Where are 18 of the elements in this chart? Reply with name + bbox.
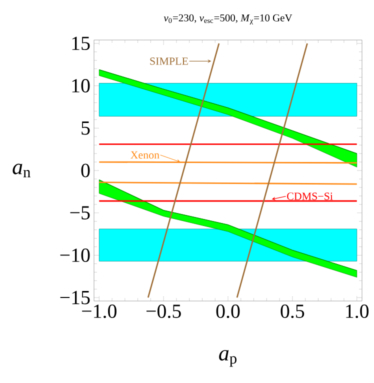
x-tick-label: −1.0 xyxy=(82,304,116,318)
x-tick-label: −0.5 xyxy=(146,304,181,318)
y-tick-label: 15 xyxy=(72,36,90,50)
x-tick-label: 0.0 xyxy=(216,304,240,318)
annotation: SIMPLE xyxy=(150,58,188,65)
chart-title: v$_{0}$=230, v$_{esc}$=500, M$_{χ}$=10 GeV xyxy=(164,14,292,24)
annotation: Xenon xyxy=(130,151,160,159)
y-tick-label: 5 xyxy=(82,122,90,135)
y-tick-label: 10 xyxy=(72,79,90,92)
y-tick-label: 0 xyxy=(81,164,90,178)
x-axis-title: a$_{p}$ xyxy=(219,350,236,367)
x-tick-label: 0.5 xyxy=(280,304,304,318)
y-axis-title: a$_{n}$ xyxy=(12,164,30,178)
x-tick-label: 1.0 xyxy=(346,304,369,318)
y-tick-label: −10 xyxy=(60,248,90,262)
y-tick-label: −5 xyxy=(70,206,90,220)
annotation: CDMS−Si xyxy=(287,192,333,200)
y-tick-label: −15 xyxy=(60,290,90,304)
